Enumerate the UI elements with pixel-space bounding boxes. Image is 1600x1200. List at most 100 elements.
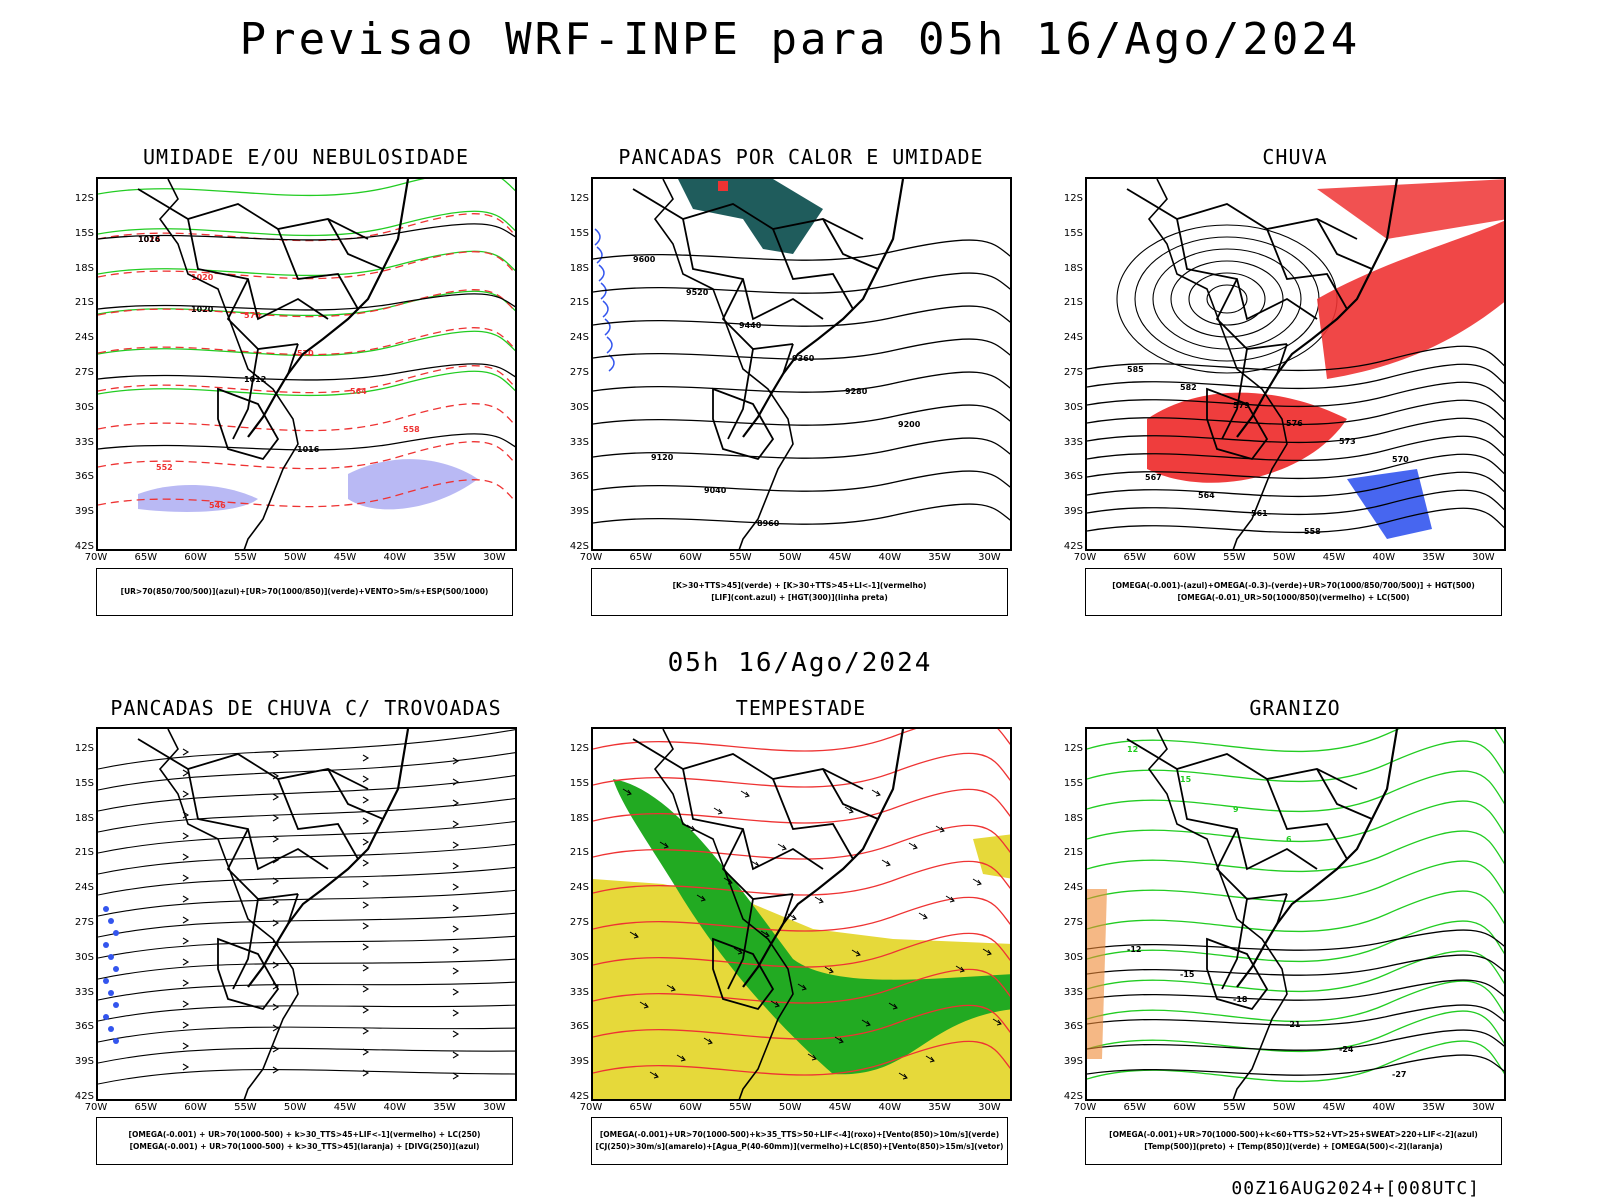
instability-shade-teal <box>678 179 823 254</box>
lat-tick-label: 21S <box>569 297 589 309</box>
lon-tick-label: 35W <box>928 1102 951 1113</box>
instability-shade-red <box>718 181 728 191</box>
country-border <box>1126 188 1358 240</box>
contour-label: -15 <box>1180 970 1195 979</box>
streamline-arrow <box>272 814 280 822</box>
lat-tick-label: 24S <box>74 882 94 894</box>
wind-vector <box>777 843 787 851</box>
wind-vector <box>881 859 891 867</box>
coastline-east <box>247 729 410 988</box>
streamline-arrow <box>362 1006 370 1014</box>
streamline-arrow <box>452 1030 460 1038</box>
lat-tick-label: 12S <box>569 193 589 204</box>
country-border <box>217 387 280 461</box>
contour-label: 9280 <box>845 387 868 396</box>
contour-label: 585 <box>1127 365 1144 374</box>
streamline-arrow <box>182 748 190 756</box>
streamline <box>98 1069 515 1085</box>
wind-vector <box>696 894 706 902</box>
lon-tick-label: 65W <box>629 1102 653 1113</box>
lat-tick-label: 21S <box>569 847 589 859</box>
streamline <box>98 820 515 854</box>
coastline-west <box>158 729 299 1099</box>
lon-tick-label: 35W <box>433 1102 456 1113</box>
lon-tick-label: 55W <box>1223 1102 1246 1113</box>
wind-vector <box>945 895 955 903</box>
contour-label: 9360 <box>792 354 815 363</box>
lat-tick-label: 15S <box>569 227 589 239</box>
wind-vector <box>659 841 669 849</box>
lat-tick-label: 33S <box>74 436 94 448</box>
legend-box: [K>30+TTS>45](verde) + [K>30+TTS>45+LI<-… <box>591 568 1008 616</box>
streamline <box>98 752 515 791</box>
lon-tick-label: 65W <box>134 1102 158 1113</box>
streamline-arrow <box>362 1069 370 1077</box>
legend-line: [K>30+TTS>45](verde) + [K>30+TTS>45+LI<-… <box>672 581 927 590</box>
lon-tick-label: 45W <box>333 552 357 563</box>
streamline-arrow <box>272 772 280 780</box>
wind-vector <box>925 1055 935 1063</box>
lon-tick-label: 65W <box>134 552 158 563</box>
contour-label: 561 <box>1251 509 1268 518</box>
contour-line <box>1087 1054 1504 1076</box>
streamline-arrow <box>182 895 190 903</box>
streamline-arrow <box>362 985 370 993</box>
country-border <box>1126 738 1358 790</box>
contour-line <box>1087 950 1504 993</box>
streamline-arrow <box>362 775 370 783</box>
contour-line <box>1087 800 1504 843</box>
streamline <box>98 935 515 959</box>
map-canvas: 12 15 9 6 -12 -15 -18 -21 -24 -27 <box>1087 729 1504 1099</box>
country-border <box>1215 278 1288 350</box>
country-border <box>187 768 329 871</box>
country-border <box>782 893 794 925</box>
streamline-arrow <box>272 751 280 759</box>
lon-tick-label: 35W <box>928 552 951 563</box>
contour-label: 6 <box>1286 835 1292 844</box>
humidity-shade-blue <box>138 484 258 512</box>
wind-vector <box>972 878 982 886</box>
lon-tick-label: 70W <box>579 552 603 563</box>
streamline <box>98 889 515 917</box>
streamline-arrow <box>182 1042 190 1050</box>
lat-tick-label: 24S <box>1063 332 1083 344</box>
country-border <box>1276 343 1288 375</box>
lat-tick-label: 36S <box>74 471 94 483</box>
lat-tick-label: 33S <box>569 436 589 448</box>
contour-line <box>98 213 515 242</box>
map-frame <box>96 727 517 1101</box>
contour-line <box>98 327 515 356</box>
country-border <box>287 343 299 375</box>
contour-line <box>98 289 515 318</box>
omega-shade-orange <box>1087 889 1107 1059</box>
contour-label: 567 <box>1145 473 1162 482</box>
contour-line <box>593 1004 1010 1040</box>
lat-tick-label: 42S <box>74 541 94 552</box>
lon-tick-label: 70W <box>1073 552 1097 563</box>
contour-label: 9 <box>1233 805 1239 814</box>
country-border <box>187 218 329 321</box>
lon-tick-label: 45W <box>828 1102 852 1113</box>
legend-line: [OMEGA(-0.001) + UR>70(1000-500) + k>30_… <box>129 1142 480 1151</box>
streamline-arrow <box>362 817 370 825</box>
contour-line <box>593 371 1010 393</box>
streamline <box>98 866 515 896</box>
lon-tick-label: 70W <box>84 1102 108 1113</box>
contour-label: 546 <box>209 501 226 510</box>
lat-tick-label: 27S <box>1063 367 1083 378</box>
streamline-arrow <box>272 961 280 969</box>
streamline-arrow <box>452 1051 460 1059</box>
country-border <box>1316 768 1373 820</box>
contour-label: -18 <box>1233 995 1248 1004</box>
contour-label: 9600 <box>633 255 656 264</box>
streamline-arrow <box>362 754 370 762</box>
streamline-arrow <box>452 967 460 975</box>
map-frame: 9600 9520 9440 9360 9280 9200 9120 9040 8960 <box>591 177 1012 551</box>
legend-box: [OMEGA(-0.001)+UR>70(1000-500)+k<60+TTS>… <box>1085 1117 1502 1165</box>
streamline-arrow <box>452 862 460 870</box>
lon-tick-label: 40W <box>1372 552 1396 563</box>
streamline-arrow <box>452 925 460 933</box>
country-border <box>1316 218 1373 270</box>
coastline-east <box>1236 729 1399 988</box>
streamline-arrow <box>182 874 190 882</box>
